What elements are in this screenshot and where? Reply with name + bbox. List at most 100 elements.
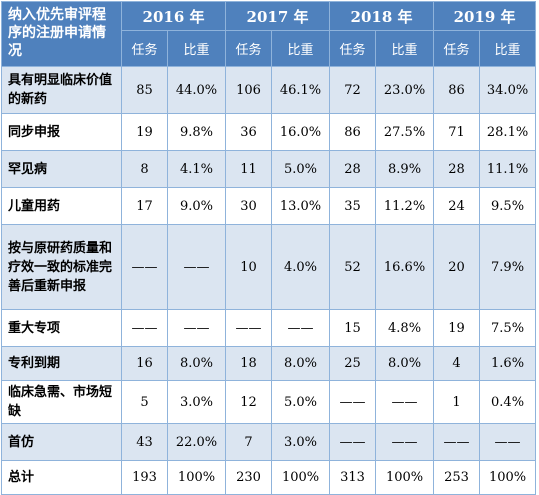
cell-share: 100%: [166, 460, 227, 495]
table-row: 首仿 43 22.0% 7 3.0% —— —— —— ——: [1, 423, 537, 461]
row-label: 按与原研药质量和疗效一致的标准完善后重新申报: [1, 224, 122, 310]
cell-task: 52: [329, 224, 377, 310]
cell-share: 4.0%: [271, 224, 331, 310]
cell-share: 44.0%: [166, 66, 227, 114]
cell-share: 8.9%: [375, 150, 435, 188]
cell-share: 16.6%: [375, 224, 435, 310]
subheader-task: 任务: [329, 30, 377, 67]
cell-task: 7: [225, 423, 273, 461]
subheader-share: 比重: [479, 30, 537, 67]
cell-task: 72: [329, 66, 377, 114]
cell-task: ——: [329, 380, 377, 424]
cell-share: ——: [375, 423, 435, 461]
cell-task: 5: [121, 380, 168, 424]
cell-task: 86: [329, 113, 377, 151]
cell-share: 8.0%: [166, 346, 227, 381]
cell-share: 100%: [375, 460, 435, 495]
cell-share: 9.5%: [479, 187, 537, 225]
cell-share: 3.0%: [271, 423, 331, 461]
table-row: 同步申报 19 9.8% 36 16.0% 86 27.5% 71 28.1%: [1, 113, 537, 151]
cell-task: 15: [329, 309, 377, 347]
subheader-share: 比重: [166, 30, 227, 67]
cell-share: 4.8%: [375, 309, 435, 347]
cell-task: ——: [121, 224, 168, 310]
cell-task: 30: [225, 187, 273, 225]
subheader-share: 比重: [271, 30, 331, 67]
table-row: 按与原研药质量和疗效一致的标准完善后重新申报 —— —— 10 4.0% 52 …: [1, 224, 537, 310]
cell-task: 10: [225, 224, 273, 310]
subheader-task: 任务: [121, 30, 168, 67]
cell-task: 85: [121, 66, 168, 114]
row-label: 儿童用药: [1, 187, 122, 225]
cell-task: 230: [225, 460, 273, 495]
cell-task: 313: [329, 460, 377, 495]
cell-share: ——: [375, 380, 435, 424]
cell-share: 9.0%: [166, 187, 227, 225]
corner-header: 纳入优先审评程序的注册申请情况: [1, 1, 122, 67]
subheader-share: 比重: [375, 30, 435, 67]
cell-share: ——: [479, 423, 537, 461]
cell-task: 17: [121, 187, 168, 225]
row-label: 总计: [1, 460, 122, 495]
cell-share: ——: [166, 309, 227, 347]
cell-share: 46.1%: [271, 66, 331, 114]
cell-share: 1.6%: [479, 346, 537, 381]
cell-share: 7.9%: [479, 224, 537, 310]
table-row: 总计 193 100% 230 100% 313 100% 253 100%: [1, 460, 537, 495]
table-row: 重大专项 —— —— —— —— 15 4.8% 19 7.5%: [1, 309, 537, 347]
row-label: 具有明显临床价值的新药: [1, 66, 122, 114]
cell-task: 106: [225, 66, 273, 114]
cell-task: 43: [121, 423, 168, 461]
cell-task: ——: [225, 309, 273, 347]
cell-share: 16.0%: [271, 113, 331, 151]
cell-share: 22.0%: [166, 423, 227, 461]
cell-share: 8.0%: [271, 346, 331, 381]
cell-share: 9.8%: [166, 113, 227, 151]
cell-share: 27.5%: [375, 113, 435, 151]
cell-share: 5.0%: [271, 150, 331, 188]
cell-task: 12: [225, 380, 273, 424]
cell-share: 8.0%: [375, 346, 435, 381]
cell-task: 24: [433, 187, 481, 225]
cell-share: 4.1%: [166, 150, 227, 188]
cell-task: 35: [329, 187, 377, 225]
cell-share: 100%: [479, 460, 537, 495]
cell-task: 11: [225, 150, 273, 188]
year-header-2016: 2016 年: [120, 1, 227, 31]
table-row: 儿童用药 17 9.0% 30 13.0% 35 11.2% 24 9.5%: [1, 187, 537, 225]
row-label: 同步申报: [1, 113, 122, 151]
cell-share: ——: [271, 309, 331, 347]
row-label: 罕见病: [1, 150, 122, 188]
year-header-2018: 2018 年: [329, 1, 435, 31]
cell-task: 28: [433, 150, 481, 188]
table-row: 具有明显临床价值的新药 85 44.0% 106 46.1% 72 23.0% …: [1, 66, 537, 114]
cell-task: 20: [433, 224, 481, 310]
row-label: 重大专项: [1, 309, 122, 347]
table-row: 罕见病 8 4.1% 11 5.0% 28 8.9% 28 11.1%: [1, 150, 537, 188]
cell-task: 36: [225, 113, 273, 151]
cell-share: 28.1%: [479, 113, 537, 151]
cell-task: 71: [433, 113, 481, 151]
cell-task: 19: [433, 309, 481, 347]
cell-share: 7.5%: [479, 309, 537, 347]
table-row: 临床急需、市场短缺 5 3.0% 12 5.0% —— —— 1 0.4%: [1, 380, 537, 424]
row-label: 首仿: [1, 423, 122, 461]
year-header-2019: 2019 年: [433, 1, 537, 31]
cell-task: 19: [121, 113, 168, 151]
cell-share: 100%: [271, 460, 331, 495]
cell-share: 5.0%: [271, 380, 331, 424]
cell-share: ——: [166, 224, 227, 310]
cell-share: 3.0%: [166, 380, 227, 424]
cell-share: 11.1%: [479, 150, 537, 188]
cell-task: 193: [121, 460, 168, 495]
cell-task: 28: [329, 150, 377, 188]
cell-task: 16: [121, 346, 168, 381]
cell-task: 253: [433, 460, 481, 495]
row-label: 临床急需、市场短缺: [1, 380, 122, 424]
cell-share: 34.0%: [479, 66, 537, 114]
cell-task: ——: [329, 423, 377, 461]
subheader-task: 任务: [225, 30, 273, 67]
cell-task: 4: [433, 346, 481, 381]
